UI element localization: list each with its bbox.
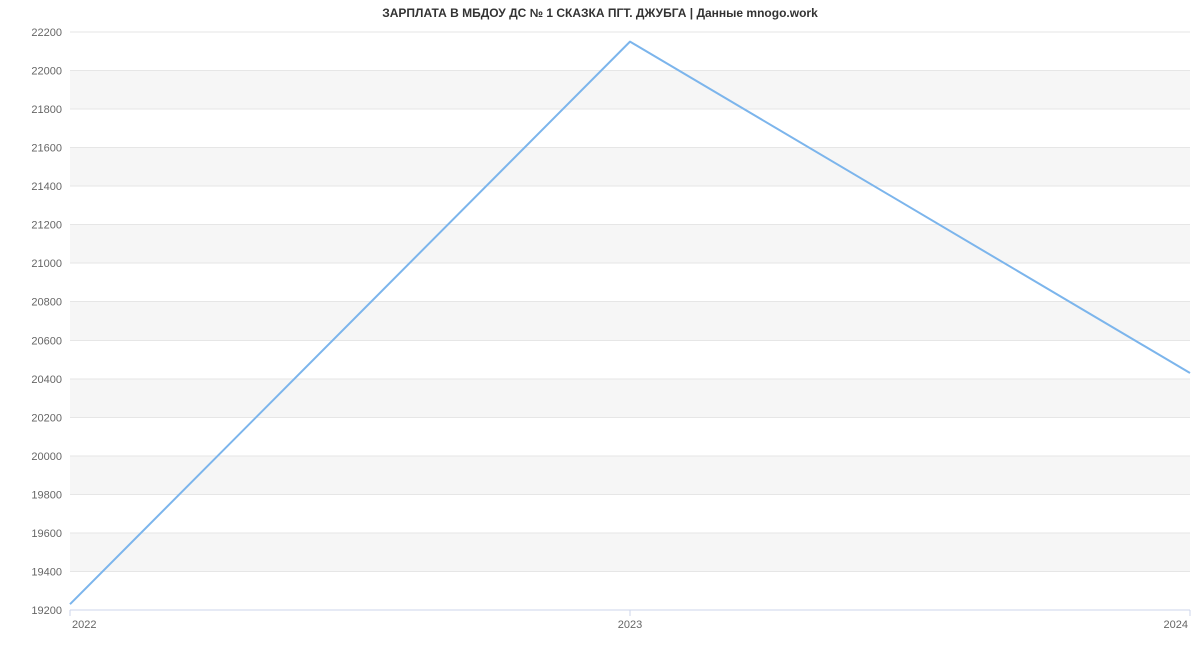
y-tick-label: 21000 bbox=[31, 258, 62, 270]
y-tick-label: 21200 bbox=[31, 220, 62, 232]
y-tick-label: 20600 bbox=[31, 335, 62, 347]
x-tick-label: 2022 bbox=[72, 619, 96, 631]
x-tick-label: 2024 bbox=[1164, 619, 1188, 631]
x-tick-label: 2023 bbox=[618, 619, 642, 631]
chart-title: ЗАРПЛАТА В МБДОУ ДС № 1 СКАЗКА ПГТ. ДЖУБ… bbox=[0, 6, 1200, 20]
salary-line-chart: ЗАРПЛАТА В МБДОУ ДС № 1 СКАЗКА ПГТ. ДЖУБ… bbox=[0, 0, 1200, 650]
y-tick-label: 20400 bbox=[31, 374, 62, 386]
y-tick-label: 19600 bbox=[31, 528, 62, 540]
chart-svg: 19200 19400 19600 19800 20000 20200 20400 20600… bbox=[0, 0, 1200, 650]
y-tick-label: 19400 bbox=[31, 566, 62, 578]
y-tick-label: 19800 bbox=[31, 489, 62, 501]
y-tick-label: 22000 bbox=[31, 66, 62, 78]
y-tick-label: 20200 bbox=[31, 412, 62, 424]
y-tick-label: 20000 bbox=[31, 451, 62, 463]
y-tick-label: 21600 bbox=[31, 143, 62, 155]
y-tick-label: 20800 bbox=[31, 297, 62, 309]
y-tick-label: 21800 bbox=[31, 104, 62, 116]
y-tick-label: 21400 bbox=[31, 181, 62, 193]
y-tick-label: 22200 bbox=[31, 27, 62, 39]
y-tick-label: 19200 bbox=[31, 605, 62, 617]
